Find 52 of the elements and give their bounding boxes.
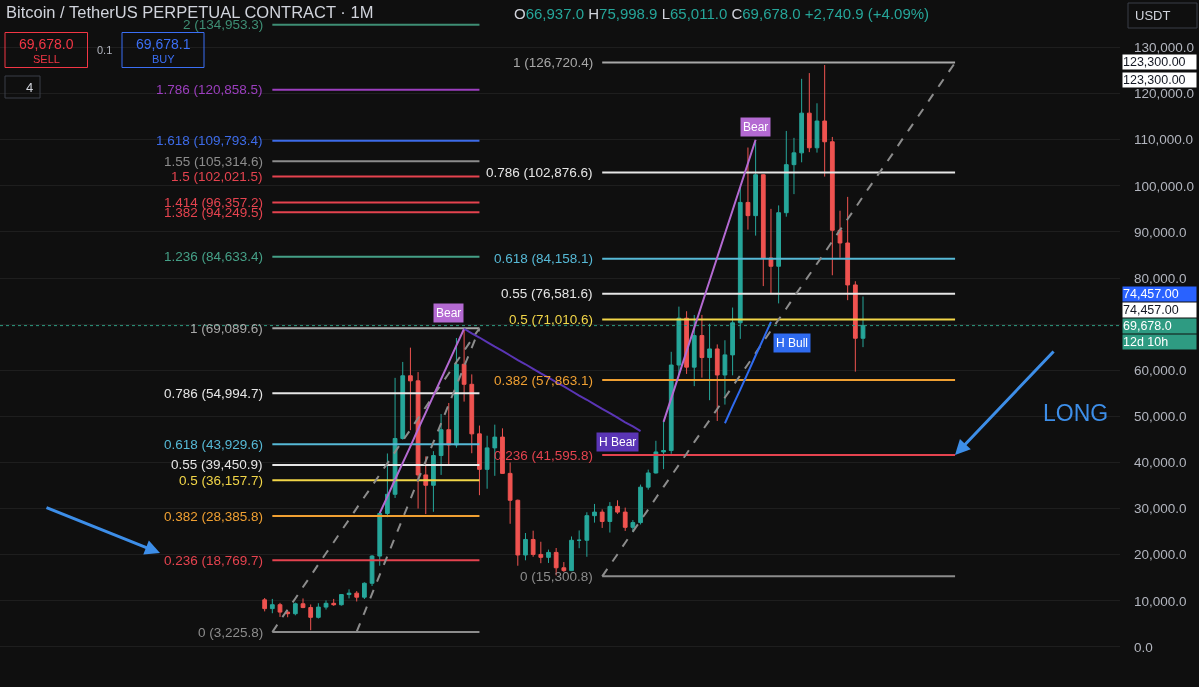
y-tick-label: 90,000.0 bbox=[1134, 224, 1187, 240]
annotation: 69,678.0 bbox=[19, 36, 74, 52]
y-tick-label: 10,000.0 bbox=[1134, 593, 1187, 609]
annotation: BUY bbox=[152, 53, 176, 65]
series-label: 1.618 (109,793.4) bbox=[156, 133, 263, 148]
annotation: 69,678.1 bbox=[136, 36, 191, 52]
text: 74,457.00 bbox=[1123, 287, 1179, 301]
series-label: H Bear bbox=[599, 435, 637, 449]
series-label: 1 (69,089.6) bbox=[190, 321, 263, 336]
y-tick-label: 120,000.0 bbox=[1134, 86, 1195, 102]
series-label: Bear bbox=[743, 120, 769, 134]
y-tick-label: 50,000.0 bbox=[1134, 409, 1187, 425]
text: 123,300.00 bbox=[1123, 55, 1186, 69]
annotation: 4 bbox=[26, 80, 34, 95]
y-tick-label: 0.0 bbox=[1134, 639, 1153, 655]
y-tick-label: 80,000.0 bbox=[1134, 270, 1187, 286]
text: 12d 10h bbox=[1123, 335, 1169, 349]
series-label: 0 (3,225.8) bbox=[198, 625, 264, 640]
series-label: 0.786 (54,994.7) bbox=[164, 386, 264, 401]
series-label: 0.786 (102,876.6) bbox=[486, 165, 593, 180]
series-label: 0.236 (18,769.7) bbox=[164, 553, 264, 568]
series-label: 1.5 (102,021.5) bbox=[171, 169, 263, 184]
series-label: 0 (15,300.8) bbox=[520, 569, 593, 584]
series-label: 0.55 (76,581.6) bbox=[501, 286, 593, 301]
y-tick-label: 100,000.0 bbox=[1134, 178, 1195, 194]
y-tick-label: 40,000.0 bbox=[1134, 455, 1187, 471]
text: 123,300.00 bbox=[1123, 73, 1186, 87]
ref-line-label: 69,678.0 bbox=[1123, 319, 1172, 333]
series-label: 0.5 (36,157.7) bbox=[179, 473, 264, 488]
y-tick-label: 110,000.0 bbox=[1134, 132, 1194, 148]
series-label: 0.5 (71,010.6) bbox=[509, 312, 594, 327]
text: USDT bbox=[1135, 8, 1171, 23]
chart-subtitle: O66,937.0 H75,998.9 L65,011.0 C69,678.0 +2,740.9 (+4.09%) bbox=[514, 5, 930, 22]
series-label: 0.618 (43,929.6) bbox=[164, 437, 264, 452]
series-label: 0.618 (84,158.1) bbox=[494, 251, 594, 266]
series-label: 2 (134,953.3) bbox=[183, 17, 264, 32]
series-label: 1.236 (84,633.4) bbox=[164, 249, 264, 264]
annotation: SELL bbox=[33, 53, 60, 65]
series-label: 0.55 (39,450.9) bbox=[171, 457, 263, 472]
y-tick-label: 60,000.0 bbox=[1134, 362, 1187, 378]
series-label: 1.786 (120,858.5) bbox=[156, 82, 263, 97]
series-label: 1 (126,720.4) bbox=[513, 55, 594, 70]
y-tick-label: 130,000.0 bbox=[1134, 40, 1195, 56]
y-tick-label: 20,000.0 bbox=[1134, 547, 1187, 563]
annotation: 0.1 bbox=[97, 44, 113, 56]
series-label: H Bull bbox=[776, 336, 809, 350]
series-label: Bear bbox=[436, 306, 462, 320]
annotation: LONG bbox=[1043, 400, 1109, 426]
series-label: 1.55 (105,314.6) bbox=[164, 154, 264, 169]
series-label: 0.382 (28,385.8) bbox=[164, 509, 264, 524]
text: 74,457.00 bbox=[1123, 303, 1179, 317]
y-tick-label: 30,000.0 bbox=[1134, 501, 1187, 517]
